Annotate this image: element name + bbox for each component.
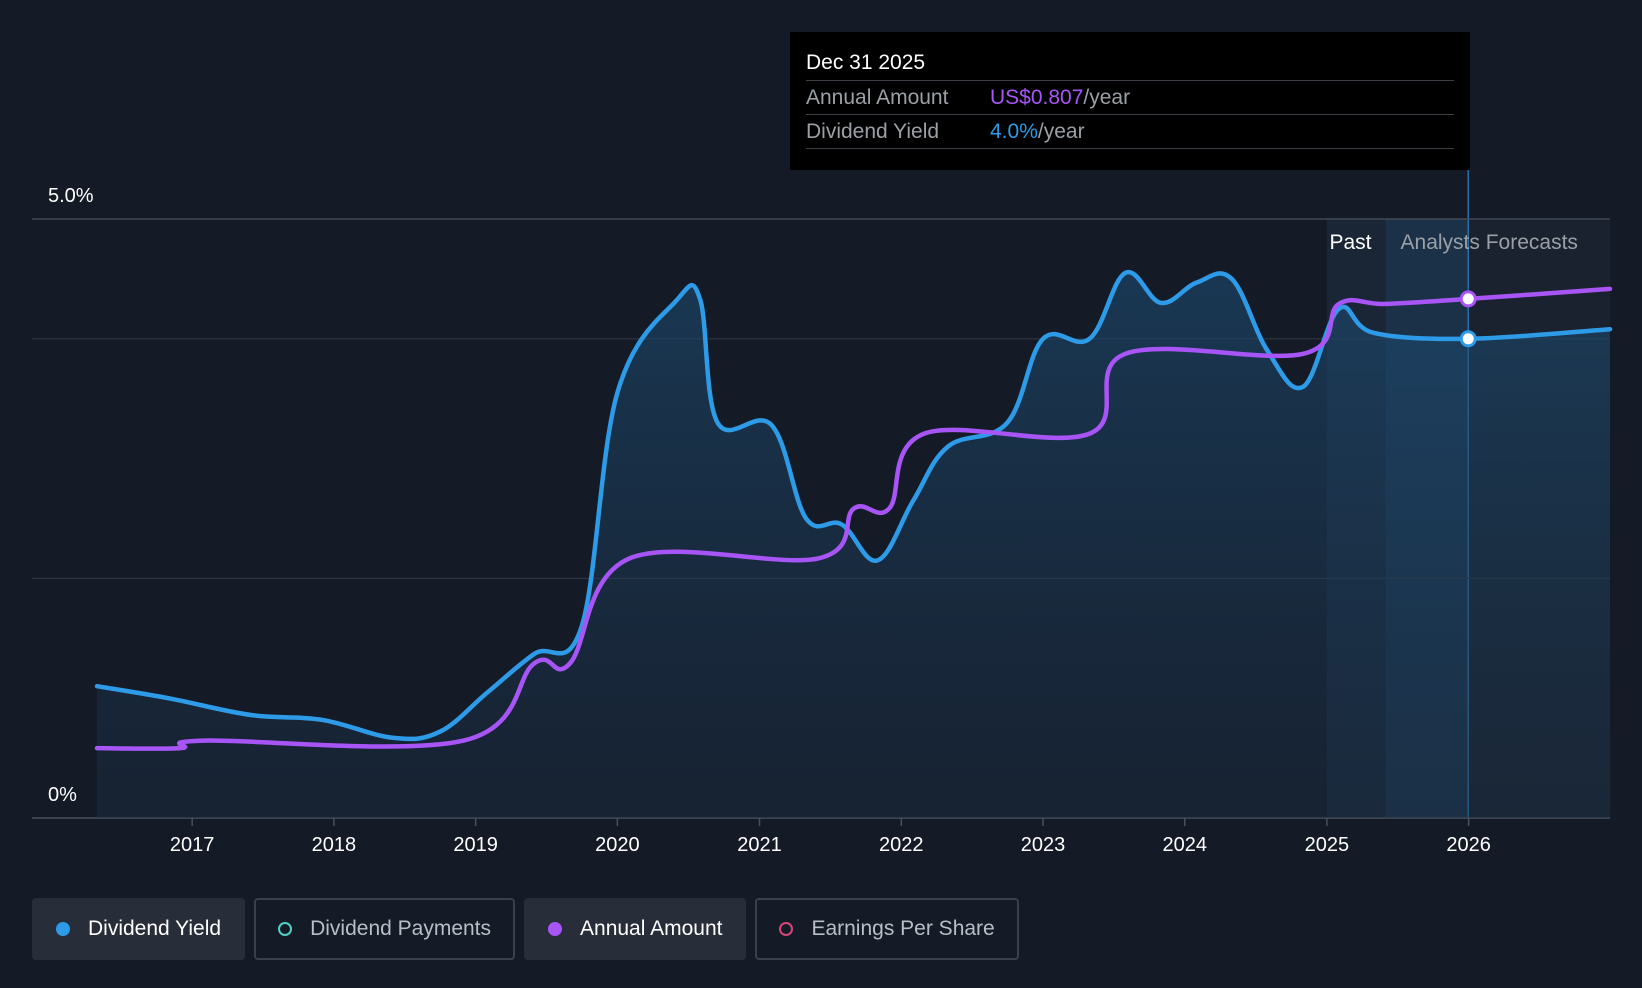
legend-annual-amount-label: Annual Amount [580,917,723,940]
y-axis-label-top: 5.0% [48,185,94,207]
tooltip-dividend-yield-value: 4.0% [990,120,1038,143]
tooltip-row-dividend-yield: Dividend Yield 4.0% /year [806,114,1454,149]
legend-dividend-payments-dot-icon [278,922,293,936]
hover-tooltip: Dec 31 2025 Annual Amount US$0.807 /year… [790,32,1470,170]
tooltip-annual-amount-unit: /year [1083,86,1131,109]
legend-dividend-yield-dot-icon [56,922,70,936]
legend-earnings-per-share-label: Earnings Per Share [811,917,995,940]
x-tick-label-2026: 2026 [1446,834,1491,856]
region-label-forecast: Analysts Forecasts [1401,231,1578,254]
x-tick-label-2019: 2019 [453,834,498,856]
tooltip-dividend-yield-unit: /year [1037,120,1085,143]
legend-dividend-yield[interactable]: Dividend Yield [32,898,246,960]
x-tick-label-2023: 2023 [1021,834,1066,856]
dividend-yield-line [94,270,1613,742]
tooltip-annual-amount-value: US$0.807 [990,86,1084,109]
x-tick-label-2020: 2020 [595,834,640,856]
annual-amount-line [94,286,1613,751]
x-tick-label-2018: 2018 [312,834,357,856]
tooltip-dividend-yield-label: Dividend Yield [806,120,940,143]
x-tick-label-2024: 2024 [1163,834,1208,856]
legend-dividend-payments-label: Dividend Payments [310,917,492,940]
legend-earnings-per-share-dot-icon [779,922,794,936]
legend-annual-amount-dot-icon [548,922,563,936]
legend-dividend-yield-label: Dividend Yield [88,917,222,940]
tooltip-annual-amount-label: Annual Amount [806,86,949,109]
x-tick-label-2025: 2025 [1305,834,1350,856]
tooltip-date: Dec 31 2025 [806,51,926,74]
legend-earnings-per-share[interactable]: Earnings Per Share [755,898,1019,960]
legend-annual-amount[interactable]: Annual Amount [524,898,747,960]
tooltip-row-annual-amount: Annual Amount US$0.807 /year [806,80,1454,114]
y-axis-label-bottom: 0% [48,784,77,806]
annual-amount-marker [1459,290,1477,308]
dividend-yield-marker [1459,330,1477,348]
x-tick-label-2022: 2022 [879,834,924,856]
chart-legend: Dividend Yield Dividend Payments Annual … [32,898,1019,960]
legend-dividend-payments[interactable]: Dividend Payments [254,898,516,960]
x-tick-label-2017: 2017 [170,834,215,856]
dividend-yield-area [97,272,1610,818]
x-tick-label-2021: 2021 [737,834,782,856]
region-label-past: Past [1330,231,1372,254]
